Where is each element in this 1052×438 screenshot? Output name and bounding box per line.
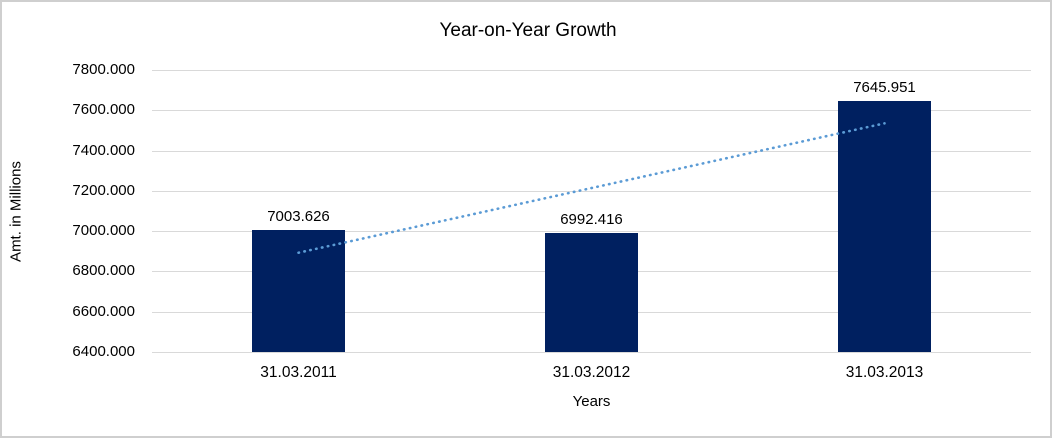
x-axis-tick-label: 31.03.2012 (552, 364, 631, 381)
chart-title: Year-on-Year Growth (439, 20, 617, 41)
y-axis-tick-label: 7600.000 (72, 101, 135, 119)
bar (252, 230, 345, 352)
y-axis-tick-label: 7000.000 (72, 222, 135, 240)
y-axis-tick-label: 7800.000 (72, 61, 135, 78)
y-axis-title: Amt. in Millions (7, 161, 25, 262)
x-axis-title: Years (572, 393, 611, 410)
x-axis-tick-label: 31.03.2013 (845, 364, 924, 381)
gridline (152, 70, 1031, 71)
bar-value-label: 7003.626 (267, 208, 330, 226)
x-axis-tick-label: 31.03.2011 (260, 364, 337, 381)
y-axis-tick-label: 7200.000 (72, 181, 135, 199)
gridline (152, 352, 1031, 353)
bar-value-label: 7645.951 (853, 79, 916, 97)
y-axis-tick-label: 6400.000 (72, 343, 135, 360)
y-axis-tick-label: 6800.000 (72, 262, 135, 280)
y-axis-tick-label: 7400.000 (72, 141, 135, 159)
bar (545, 232, 638, 352)
bar (838, 101, 931, 352)
y-axis-tick-label: 6600.000 (72, 302, 135, 320)
bar-value-label: 6992.416 (560, 210, 623, 228)
gridline (152, 110, 1031, 112)
